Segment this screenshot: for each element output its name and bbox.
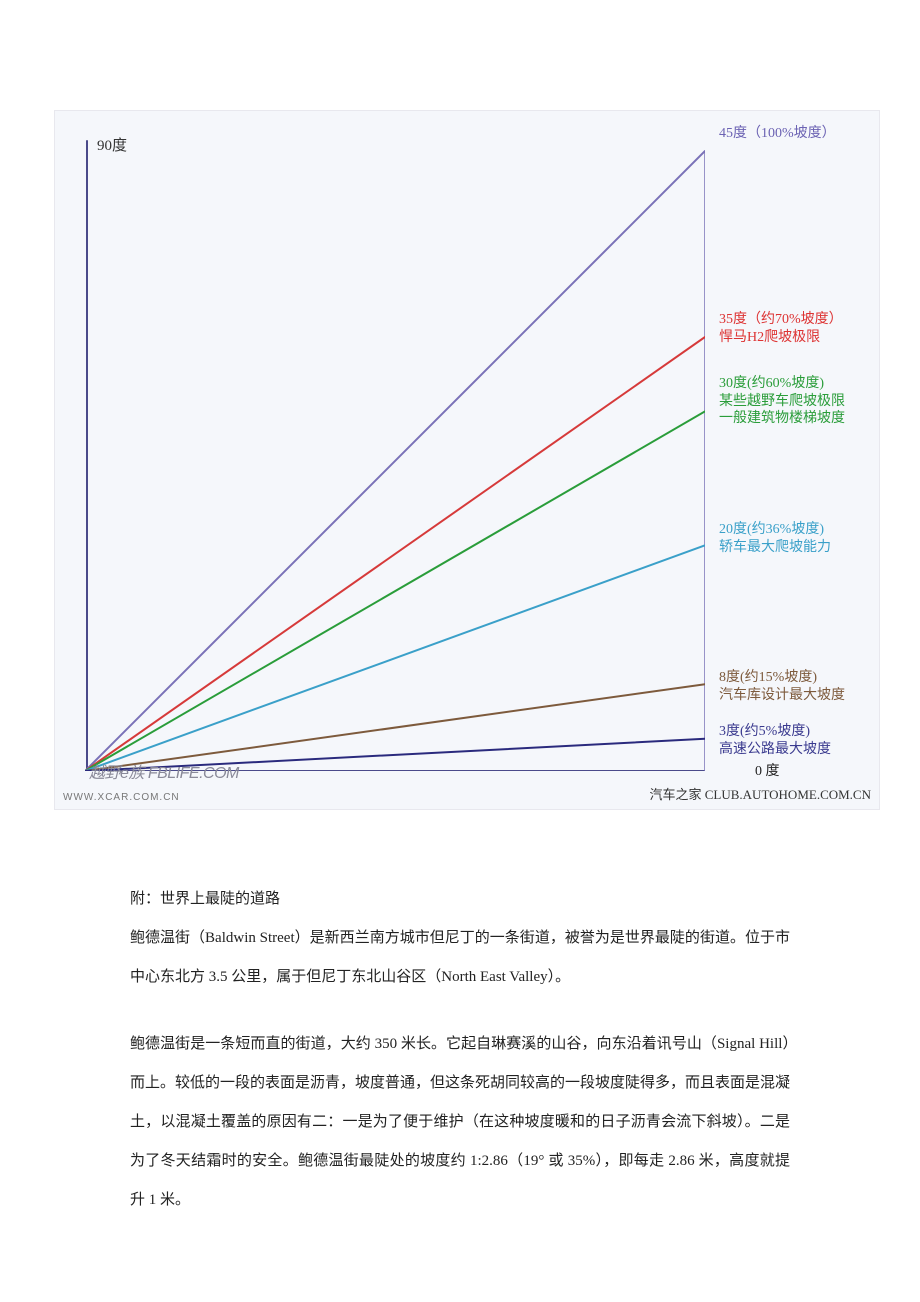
label-8deg: 8度(约15%坡度) 汽车库设计最大坡度 — [719, 669, 845, 704]
label-45deg: 45度（100%坡度） — [719, 125, 836, 143]
watermark-right: 汽车之家 CLUB.AUTOHOME.COM.CN — [650, 784, 872, 803]
label-20deg: 20度(约36%坡度) 轿车最大爬坡能力 — [719, 521, 831, 556]
article-p3: 鲍德温街是一条短而直的街道，大约 350 米长。它起自琳赛溪的山谷，向东沿着讯号… — [130, 1025, 790, 1220]
chart-svg — [85, 131, 705, 771]
watermark-left-small: WWW.XCAR.COM.CN — [63, 792, 180, 803]
slope-chart: 90度 45度（100%坡度） 35度（约70%坡度） 悍马H2爬坡极限 30度… — [54, 110, 880, 810]
label-0deg: 0 度 — [755, 763, 780, 781]
article-p2: 鲍德温街（Baldwin Street）是新西兰南方城市但尼丁的一条街道，被誉为… — [130, 919, 790, 997]
article-body: 附：世界上最陡的道路 鲍德温街（Baldwin Street）是新西兰南方城市但… — [130, 880, 790, 1220]
label-3deg: 3度(约5%坡度) 高速公路最大坡度 — [719, 723, 831, 758]
label-30deg: 30度(约60%坡度) 某些越野车爬坡极限 一般建筑物楼梯坡度 — [719, 375, 845, 428]
watermark-left-italic: 越野e族 FBLIFE.COM — [89, 759, 239, 783]
chart-plot-area — [85, 131, 705, 771]
label-90deg: 90度 — [97, 137, 127, 156]
article-p1: 附：世界上最陡的道路 — [130, 880, 790, 919]
label-35deg: 35度（约70%坡度） 悍马H2爬坡极限 — [719, 311, 843, 346]
